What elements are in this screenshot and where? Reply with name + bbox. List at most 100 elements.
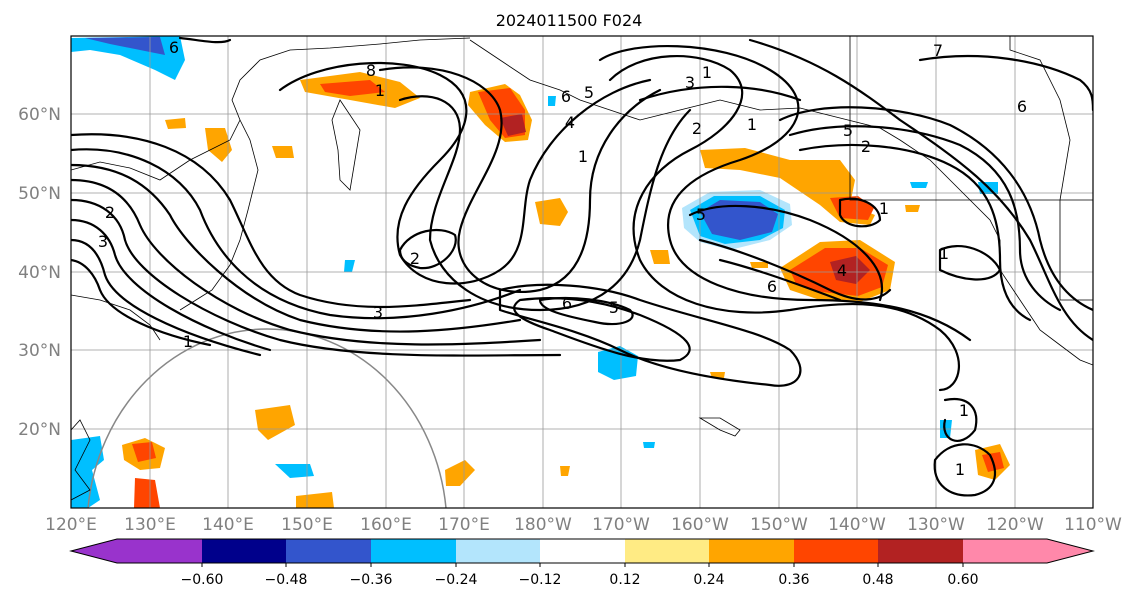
contour-label: 1 xyxy=(939,244,949,263)
contour-label: 6 xyxy=(561,87,571,106)
neg-anomaly-region xyxy=(71,436,104,508)
contour-labels: 6 8 1 6 5 4 1 1 3 2 1 7 6 5 2 2 3 5 2 1 xyxy=(98,38,1027,479)
lon-label: 160°E xyxy=(360,515,412,535)
contour-label: 7 xyxy=(933,41,943,60)
lat-label: 40°N xyxy=(18,263,61,283)
lon-label: 170°E xyxy=(438,515,490,535)
lon-label: 140°E xyxy=(202,515,254,535)
contour-label: 6 xyxy=(767,277,777,296)
neg-anomaly-region xyxy=(643,442,655,448)
contour-label: 1 xyxy=(959,401,969,420)
contour-label: 5 xyxy=(696,205,706,224)
coastlines xyxy=(71,36,1093,501)
colorbar: −0.60 −0.48 −0.36 −0.24 −0.12 0.12 0.24 … xyxy=(69,538,1095,588)
pos-anomaly-region xyxy=(700,148,875,225)
lon-label: 120°W xyxy=(986,515,1044,535)
colorbar-tick-label: −0.60 xyxy=(181,572,224,588)
latitude-labels: 60°N 50°N 40°N 30°N 20°N xyxy=(18,105,61,440)
lon-label: 180°W xyxy=(514,515,572,535)
colorbar-segment xyxy=(625,539,709,563)
colorbar-tick-label: 0.24 xyxy=(693,572,724,588)
colorbar-ticks xyxy=(201,563,964,567)
lat-label: 20°N xyxy=(18,420,61,440)
contour-label: 3 xyxy=(685,73,695,92)
colorbar-segment xyxy=(371,539,456,563)
map-title: 2024011500 F024 xyxy=(496,11,643,30)
lon-label: 150°W xyxy=(750,515,808,535)
pos-anomaly-region xyxy=(560,466,570,476)
colorbar-tick-label: 0.48 xyxy=(862,572,893,588)
colorbar-tick-label: −0.12 xyxy=(519,572,562,588)
contour-label: 1 xyxy=(702,63,712,82)
pos-anomaly-region xyxy=(320,80,385,96)
neg-anomaly-region xyxy=(910,182,928,188)
neg-anomaly-region xyxy=(275,464,314,478)
contour-label: 8 xyxy=(366,61,376,80)
colorbar-segment xyxy=(963,539,1047,563)
colorbar-segment xyxy=(709,539,794,563)
lon-label: 160°W xyxy=(671,515,729,535)
pos-anomaly-region xyxy=(830,256,870,284)
pos-anomaly-region xyxy=(205,128,232,162)
contour-label: 1 xyxy=(879,199,889,218)
colorbar-extend-low xyxy=(71,539,117,563)
colorbar-segment xyxy=(456,539,540,563)
lon-label: 140°W xyxy=(828,515,886,535)
graticule xyxy=(71,36,1093,508)
pos-anomaly-region xyxy=(445,460,475,486)
contour-label: 6 xyxy=(169,38,179,57)
pos-anomaly-region xyxy=(750,262,768,268)
lon-label: 120°E xyxy=(45,515,97,535)
lon-label: 170°W xyxy=(592,515,650,535)
longitude-labels: 120°E 130°E 140°E 150°E 160°E 170°E 180°… xyxy=(45,515,1122,535)
map-frame xyxy=(70,35,1094,509)
contour-label: 1 xyxy=(747,115,757,134)
colorbar-tick-label: −0.48 xyxy=(265,572,308,588)
contour-label: 1 xyxy=(578,147,588,166)
pos-anomaly-region xyxy=(296,492,334,508)
lon-label: 130°E xyxy=(124,515,176,535)
contour-label: 3 xyxy=(98,232,108,251)
pos-anomaly-region xyxy=(500,114,526,136)
lon-label: 150°E xyxy=(281,515,333,535)
pos-anomaly-region xyxy=(134,478,160,508)
colorbar-segment xyxy=(202,539,286,563)
lon-label: 130°W xyxy=(907,515,965,535)
contour-label: 1 xyxy=(183,332,193,351)
contour-label: 4 xyxy=(565,113,575,132)
colorbar-extend-high xyxy=(1047,539,1093,563)
lat-label: 50°N xyxy=(18,184,61,204)
range-ring xyxy=(87,328,447,508)
colorbar-tick-label: −0.36 xyxy=(350,572,393,588)
contour-label: 2 xyxy=(410,249,420,268)
contour-label: 1 xyxy=(955,460,965,479)
pos-anomaly-region xyxy=(650,250,670,264)
colorbar-segment xyxy=(878,539,963,563)
pos-anomaly-region xyxy=(255,405,295,440)
contour-label: 4 xyxy=(837,261,847,280)
colorbar-segment xyxy=(540,539,625,563)
contour-label: 2 xyxy=(861,137,871,156)
lon-label: 110°W xyxy=(1064,515,1122,535)
neg-anomaly-region xyxy=(548,96,556,106)
neg-anomaly-region xyxy=(700,200,778,240)
colorbar-segment xyxy=(117,539,202,563)
contour-label: 2 xyxy=(105,203,115,222)
contour-label: 6 xyxy=(1017,97,1027,116)
contour-label: 1 xyxy=(375,81,385,100)
colorbar-tick-label: 0.60 xyxy=(947,572,978,588)
colorbar-tick-label: −0.24 xyxy=(435,572,478,588)
lat-label: 30°N xyxy=(18,341,61,361)
contour-label: 6 xyxy=(562,294,572,313)
neg-anomaly-region xyxy=(85,37,165,55)
pos-anomaly-region xyxy=(165,118,186,129)
contour-label: 3 xyxy=(373,303,383,322)
colorbar-tick-label: 0.36 xyxy=(778,572,809,588)
height-contours xyxy=(71,36,1093,497)
colorbar-tick-label: 0.12 xyxy=(609,572,640,588)
lat-label: 60°N xyxy=(18,105,61,125)
colorbar-segment xyxy=(794,539,878,563)
pos-anomaly-region xyxy=(272,146,294,158)
map-panel: 6 8 1 6 5 4 1 1 3 2 1 7 6 5 2 2 3 5 2 1 xyxy=(70,35,1094,509)
